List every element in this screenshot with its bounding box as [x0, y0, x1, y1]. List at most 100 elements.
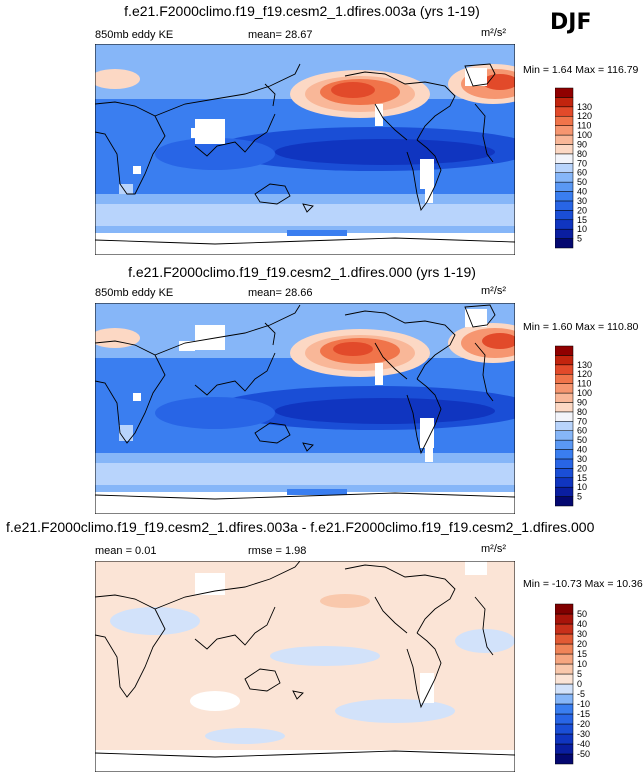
- colorbar-tick-label: 30: [577, 454, 587, 464]
- map-field-feature: [95, 69, 140, 89]
- colorbar-tick-label: 40: [577, 619, 587, 629]
- colorbar-swatch: [555, 238, 574, 249]
- colorbar-tick-label: 110: [577, 379, 591, 389]
- colorbar-tick-label: 110: [577, 121, 591, 131]
- map-field-feature: [270, 646, 380, 666]
- map-field-feature: [275, 139, 495, 165]
- colorbar-tick-label: -40: [577, 739, 590, 749]
- colorbar-swatch: [555, 733, 574, 745]
- panel-3-mean-label: mean = 0.01: [95, 545, 157, 557]
- colorbar-tick-label: 70: [577, 416, 587, 426]
- panel-3-title: f.e21.F2000climo.f19_f19.cesm2_1.dfires.…: [6, 519, 595, 535]
- colorbar-swatch: [555, 87, 574, 98]
- rockies-mask: [375, 363, 383, 385]
- panel-2-variable-label: 850mb eddy KE: [95, 287, 174, 299]
- map-field-band: [95, 463, 515, 485]
- map-field-feature: [287, 489, 347, 495]
- colorbar-swatch: [555, 134, 574, 145]
- panel-1-units: m²/s²: [481, 27, 507, 39]
- andes-mask: [425, 189, 433, 203]
- tibet-mask: [179, 341, 195, 351]
- colorbar-tick-label: 15: [577, 473, 587, 483]
- colorbar-tick-label: 120: [577, 369, 592, 379]
- colorbar-tick-label: 50: [577, 435, 587, 445]
- map-field-feature: [190, 691, 240, 711]
- colorbar-swatch: [555, 421, 574, 431]
- greenland-mask: [465, 561, 487, 575]
- colorbar-swatch: [555, 172, 574, 183]
- colorbar-swatch: [555, 633, 574, 645]
- colorbar-swatch: [555, 163, 574, 173]
- colorbar-tick-label: 10: [577, 482, 587, 492]
- colorbar-tick-label: 100: [577, 130, 592, 140]
- panel-3-rmse-label: rmse = 1.98: [248, 545, 307, 557]
- panel-1-map: [95, 44, 515, 255]
- colorbar-swatch: [555, 623, 574, 635]
- colorbar-tick-label: 80: [577, 149, 587, 159]
- colorbar-swatch: [555, 373, 574, 384]
- map-field-feature: [205, 728, 285, 744]
- colorbar-tick-label: 20: [577, 205, 587, 215]
- colorbar-tick-label: 50: [577, 609, 587, 619]
- colorbar-swatch: [555, 115, 574, 126]
- colorbar-swatch: [555, 355, 574, 366]
- antarctica-mask: [95, 750, 515, 772]
- colorbar-swatch: [555, 643, 574, 655]
- colorbar-tick-label: 50: [577, 177, 587, 187]
- colorbar-tick-label: -30: [577, 729, 590, 739]
- map-field-feature: [119, 184, 133, 194]
- colorbar-swatch: [555, 411, 574, 422]
- map-field-feature: [455, 629, 515, 653]
- colorbar-tick-label: 20: [577, 463, 587, 473]
- andes-mask: [420, 673, 434, 703]
- colorbar-tick-label: 40: [577, 187, 587, 197]
- colorbar-swatch: [555, 693, 574, 705]
- panel-2-units: m²/s²: [481, 285, 507, 297]
- colorbar-tick-label: 15: [577, 649, 587, 659]
- colorbar-swatch: [555, 439, 574, 450]
- colorbar-swatch: [555, 219, 574, 230]
- colorbar-swatch: [555, 153, 574, 164]
- colorbar-tick-label: 15: [577, 215, 587, 225]
- colorbar-tick-label: 120: [577, 111, 592, 121]
- colorbar-tick-label: 130: [577, 102, 592, 112]
- map-field-feature: [482, 74, 515, 90]
- colorbar-tick-label: 80: [577, 407, 587, 417]
- colorbar-tick-label: 20: [577, 639, 587, 649]
- colorbar-swatch: [555, 125, 574, 136]
- panel-2-mean-label: mean= 28.66: [248, 287, 313, 299]
- colorbar-swatch: [555, 97, 574, 108]
- panel-2-minmax: Min = 1.60 Max = 110.80: [523, 321, 639, 333]
- map-field-feature: [482, 333, 515, 349]
- colorbar-swatch: [555, 449, 574, 460]
- colorbar-swatch: [555, 663, 574, 675]
- colorbar-tick-label: 130: [577, 360, 592, 370]
- panel-2-map: [95, 303, 515, 514]
- colorbar-swatch: [555, 345, 574, 356]
- rockies-mask: [375, 104, 383, 126]
- colorbar-swatch: [555, 468, 574, 479]
- greenland-mask: [465, 309, 487, 327]
- colorbar-tick-label: 5: [577, 234, 582, 244]
- colorbar-swatch: [555, 402, 574, 413]
- colorbar-tick-label: -50: [577, 749, 590, 759]
- panel-2-title: f.e21.F2000climo.f19_f19.cesm2_1.dfires.…: [128, 264, 476, 280]
- colorbar-swatch: [555, 723, 574, 735]
- colorbar-swatch: [555, 191, 574, 202]
- colorbar-tick-label: -15: [577, 709, 590, 719]
- colorbar-swatch: [555, 458, 574, 469]
- colorbar-swatch: [555, 603, 574, 615]
- panel-3-units: m²/s²: [481, 543, 507, 555]
- colorbar-tick-label: 90: [577, 397, 587, 407]
- africa-mask: [133, 393, 141, 401]
- colorbar-swatch: [555, 144, 574, 155]
- colorbar-swatch: [555, 703, 574, 715]
- colorbar-swatch: [555, 653, 574, 665]
- colorbar-tick-label: 30: [577, 196, 587, 206]
- colorbar-tick-label: -20: [577, 719, 590, 729]
- colorbar-swatch: [555, 613, 574, 625]
- colorbar-tick-label: 60: [577, 426, 587, 436]
- andes-mask: [420, 159, 434, 189]
